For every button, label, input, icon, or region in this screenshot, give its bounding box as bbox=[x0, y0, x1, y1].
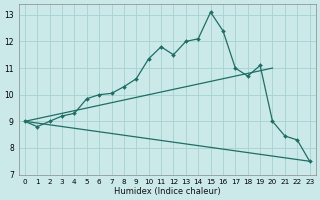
X-axis label: Humidex (Indice chaleur): Humidex (Indice chaleur) bbox=[114, 187, 220, 196]
